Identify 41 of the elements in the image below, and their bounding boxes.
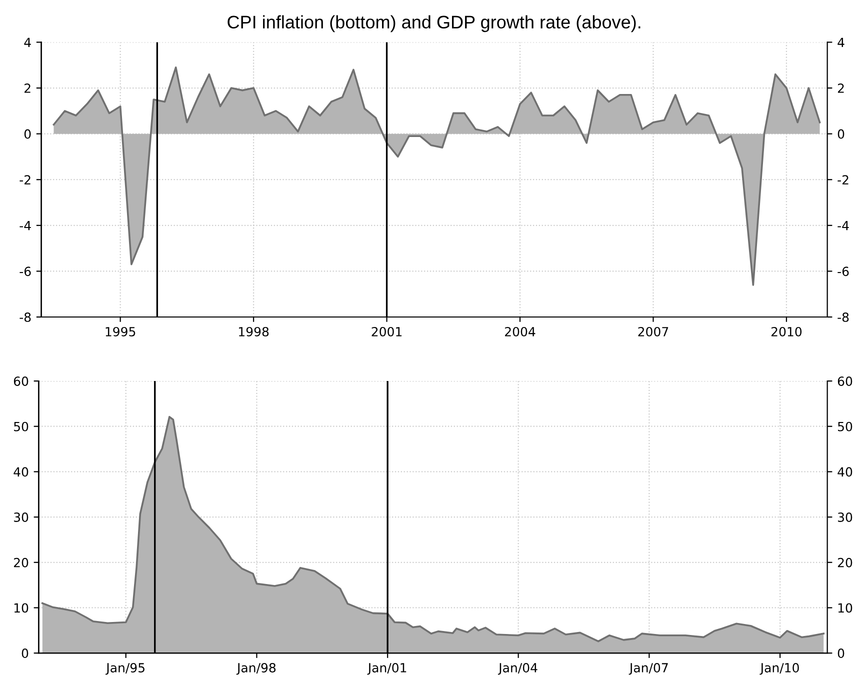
x-tick-label: Jan/98 [236,663,276,675]
y2-tick-label: 50 [838,422,852,432]
x-tick-label: 1998 [239,326,269,336]
y-tick-label: 0 [24,129,31,139]
x-tick-label: Jan/01 [367,663,406,675]
x-tick-label: 2010 [771,326,802,336]
x-tick-label: Jan/10 [760,663,799,675]
y-tick-label: -4 [20,221,31,230]
y-tick-label: 40 [14,467,28,477]
x-tick-label: 2007 [638,326,668,336]
y2-tick-label: 10 [838,603,852,613]
y-tick-label: 50 [14,422,28,432]
x-tick-label: 2001 [372,326,402,336]
y2-tick-label: 0 [838,129,844,139]
y-tick-label: 20 [14,558,28,568]
x-tick-label: 1995 [106,326,136,336]
y2-tick-label: 30 [838,512,852,522]
x-tick-label: 2004 [505,326,536,336]
y-tick-label: -6 [20,266,31,276]
y-tick-label: 2 [24,83,30,93]
y-tick-label: 4 [24,38,31,47]
y-tick-label: -8 [20,312,31,322]
y-tick-label: 30 [14,512,28,522]
y2-tick-label: 60 [838,376,852,386]
y2-tick-label: 40 [838,467,852,477]
y2-tick-label: 20 [838,558,852,568]
x-tick-label: Jan/07 [628,663,668,675]
x-tick-label: Jan/04 [498,663,538,675]
y-tick-label: 60 [14,376,28,386]
y-tick-label: -2 [20,175,30,184]
y2-tick-label: 2 [838,83,844,93]
y2-tick-label: -8 [838,312,849,322]
y2-tick-label: -2 [838,175,848,184]
x-tick-label: Jan/95 [106,663,144,675]
y2-tick-label: 0 [838,648,844,658]
y2-tick-label: 4 [838,38,844,47]
y-tick-label: 10 [14,603,28,613]
y2-tick-label: -4 [838,221,849,230]
y-tick-label: 0 [22,648,28,658]
chart-title: CPI inflation (bottom) and GDP growth rate (above). [228,15,640,32]
y2-tick-label: -6 [838,266,849,276]
